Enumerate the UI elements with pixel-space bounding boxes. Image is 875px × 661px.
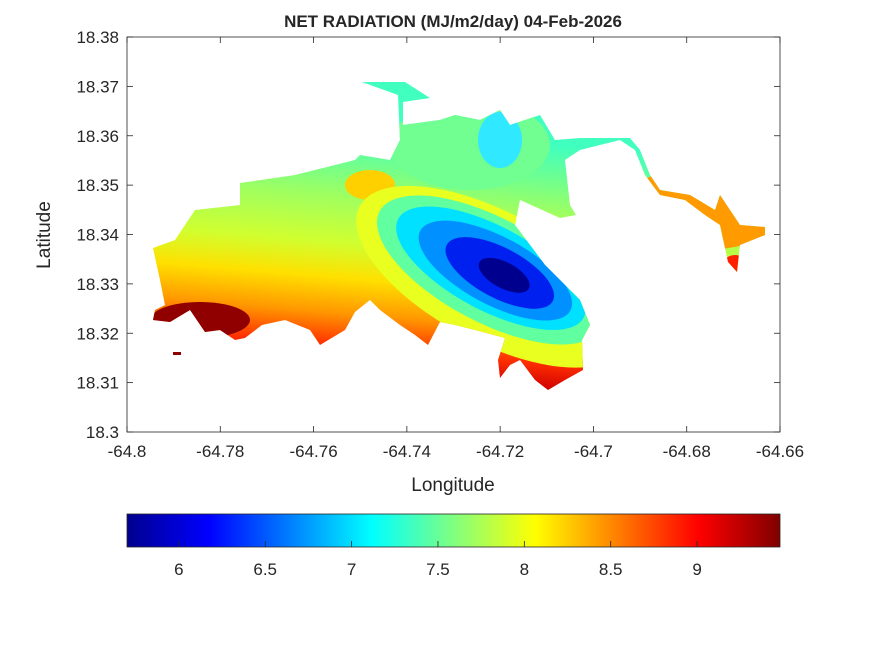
colorbar [126, 513, 781, 548]
colorbar-tick-label: 9 [692, 560, 701, 579]
contour-low-navy [478, 257, 530, 293]
y-tick-label: 18.34 [76, 226, 119, 245]
x-tick-label: -64.74 [383, 442, 431, 461]
y-tick-label: 18.3 [86, 423, 119, 442]
x-tick-label: -64.7 [574, 442, 613, 461]
x-tick-label: -64.78 [196, 442, 244, 461]
colorbar-tick-label: 6.5 [253, 560, 277, 579]
y-tick-label: 18.35 [76, 176, 119, 195]
colorbar-tick-label: 6 [174, 560, 183, 579]
colorbar-tick-label: 7 [347, 560, 356, 579]
colorbar-ticks: 6 6.5 7 7.5 8 8.5 9 [174, 541, 702, 579]
y-tick-label: 18.31 [76, 374, 119, 393]
x-tick-label: -64.72 [476, 442, 524, 461]
contour-north-cyan [478, 112, 522, 168]
y-tick-label: 18.32 [76, 324, 119, 343]
colorbar-tick-label: 8.5 [599, 560, 623, 579]
y-axis: 18.3 18.31 18.32 18.33 18.34 18.35 18.36 18.37 1… [76, 28, 780, 442]
x-tick-label: -64.76 [289, 442, 337, 461]
colorbar-tick-label: 7.5 [426, 560, 450, 579]
y-tick-label: 18.36 [76, 127, 119, 146]
x-axis: -64.8 -64.78 -64.76 -64.74 -64.72 -64.7 -64.68… [108, 37, 804, 461]
x-tick-label: -64.68 [663, 442, 711, 461]
y-tick-label: 18.33 [76, 275, 119, 294]
chart-title: NET RADIATION (MJ/m2/day) 04-Feb-2026 [284, 12, 622, 31]
y-axis-label: Latitude [34, 201, 55, 269]
islet [173, 352, 181, 355]
y-tick-label: 18.38 [76, 28, 119, 47]
x-axis-label: Longitude [411, 475, 494, 496]
colorbar-tick-label: 8 [520, 560, 529, 579]
y-tick-label: 18.37 [76, 77, 119, 96]
x-tick-label: -64.66 [756, 442, 804, 461]
x-tick-label: -64.8 [108, 442, 147, 461]
